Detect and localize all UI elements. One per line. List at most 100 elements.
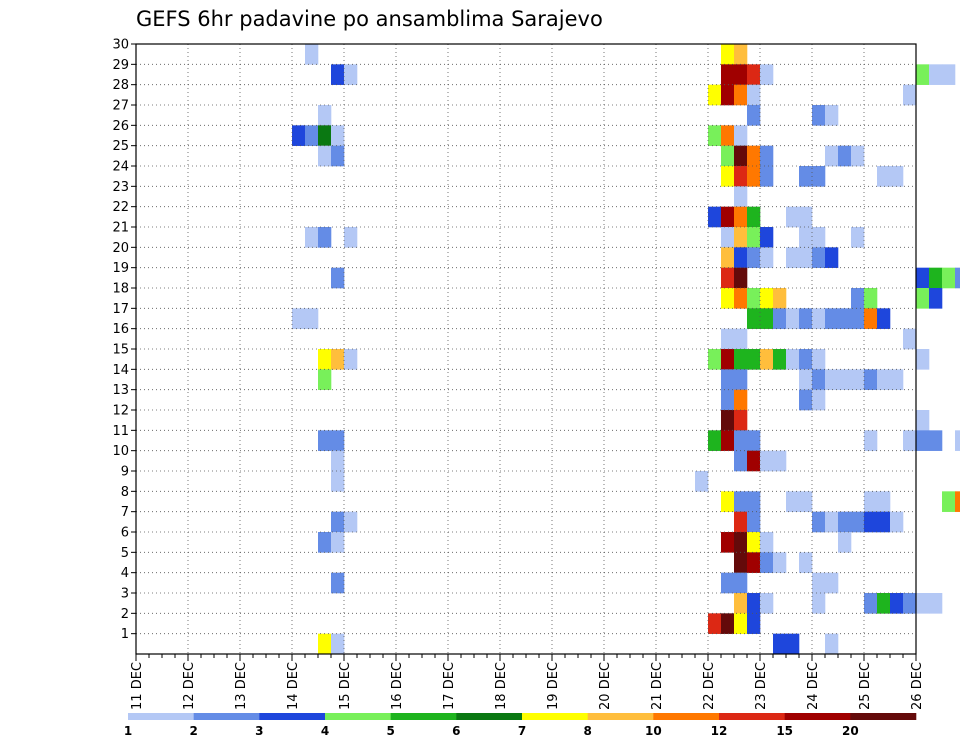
colorbar-swatch	[587, 713, 654, 720]
precip-cell	[734, 593, 748, 614]
y-tick-label: 3	[121, 587, 129, 602]
precip-cell	[747, 288, 761, 309]
precip-cell	[760, 552, 774, 573]
precip-cell	[708, 430, 722, 451]
precip-cell	[786, 247, 800, 268]
precip-cell	[721, 44, 735, 65]
precip-cell	[318, 369, 332, 390]
precip-cell	[734, 267, 748, 289]
y-tick-label: 15	[112, 343, 129, 358]
precip-cell	[695, 471, 709, 492]
precip-cell	[916, 64, 930, 85]
precip-cell	[747, 247, 761, 268]
precip-cell	[318, 430, 332, 451]
precip-cell	[292, 308, 306, 329]
precip-cell	[747, 166, 761, 187]
precip-cell	[721, 166, 735, 187]
precip-cell	[734, 145, 748, 167]
x-tick-label: 12 DEC	[182, 662, 197, 710]
precip-cell	[786, 308, 800, 329]
precip-cell	[721, 125, 735, 146]
precip-cell	[877, 308, 891, 329]
precip-cell	[864, 593, 878, 614]
grid-layer	[136, 44, 916, 654]
precip-cell	[916, 430, 930, 451]
precip-cell	[331, 633, 345, 655]
precip-cell	[812, 593, 826, 614]
colorbar-label: 2	[189, 724, 197, 738]
colorbar-swatch	[193, 713, 260, 720]
y-tick-label: 12	[112, 404, 129, 419]
colorbar-swatch	[850, 713, 917, 720]
precip-cell	[734, 288, 748, 309]
precip-cell	[760, 288, 774, 309]
precip-cell	[760, 227, 774, 248]
precip-cell	[851, 511, 865, 533]
precip-cell	[760, 166, 774, 187]
precip-cell	[799, 491, 813, 512]
precip-cell	[318, 532, 332, 553]
precip-cell	[903, 84, 917, 106]
precip-cell	[734, 552, 748, 573]
colorbar-swatch	[784, 713, 851, 720]
precip-cell	[929, 593, 943, 614]
precip-cell	[734, 491, 748, 512]
precip-cell	[903, 593, 917, 614]
precip-cell	[838, 369, 852, 390]
precip-cell	[916, 349, 930, 370]
precip-cell	[851, 369, 865, 390]
y-tick-label: 1	[121, 627, 129, 642]
cells-layer	[292, 44, 960, 655]
precip-cell	[721, 613, 735, 634]
precip-cell	[747, 227, 761, 248]
colorbar-label: 7	[518, 724, 526, 738]
precip-cell	[734, 389, 748, 411]
colorbar-swatch	[259, 713, 326, 720]
precip-cell	[812, 349, 826, 370]
colorbar-swatch	[719, 713, 785, 720]
axis-layer: 1234567891011121314151617181920212223242…	[112, 38, 925, 710]
precip-cell	[929, 267, 943, 289]
y-tick-label: 28	[112, 78, 129, 93]
precip-cell	[799, 308, 813, 329]
y-tick-label: 20	[112, 241, 129, 256]
precip-cell	[721, 145, 735, 167]
precip-cell	[305, 44, 319, 65]
y-tick-label: 19	[112, 261, 129, 276]
precip-cell	[799, 349, 813, 370]
precip-cell	[812, 247, 826, 268]
precip-cell	[838, 308, 852, 329]
precip-cell	[344, 64, 358, 85]
precip-cell	[318, 125, 332, 146]
precip-cell	[734, 511, 748, 533]
precip-cell	[812, 166, 826, 187]
precip-cell	[747, 450, 761, 472]
precip-cell	[786, 633, 800, 655]
chart-title: GEFS 6hr padavine po ansamblima Sarajevo	[136, 7, 603, 31]
precip-cell	[747, 491, 761, 512]
y-tick-label: 6	[121, 526, 129, 541]
precip-cell	[734, 328, 748, 350]
precip-cell	[942, 267, 956, 289]
precip-cell	[838, 145, 852, 167]
precip-cell	[721, 430, 735, 451]
precip-cell	[318, 349, 332, 370]
colorbar-label: 1	[124, 724, 132, 738]
y-tick-label: 30	[112, 38, 129, 53]
precip-cell	[734, 125, 748, 146]
precip-cell	[305, 227, 319, 248]
colorbar-label: 6	[452, 724, 460, 738]
precip-cell	[825, 105, 839, 126]
precip-cell	[747, 430, 761, 451]
y-tick-label: 16	[112, 322, 129, 337]
precip-cell	[903, 430, 917, 451]
precip-cell	[812, 389, 826, 411]
x-tick-label: 17 DEC	[442, 662, 457, 710]
y-tick-label: 17	[112, 302, 129, 317]
precip-cell	[734, 227, 748, 248]
x-tick-label: 20 DEC	[598, 662, 613, 710]
y-tick-label: 7	[121, 505, 129, 520]
precip-cell	[331, 450, 345, 472]
precip-cell	[812, 308, 826, 329]
x-tick-label: 19 DEC	[546, 662, 561, 710]
